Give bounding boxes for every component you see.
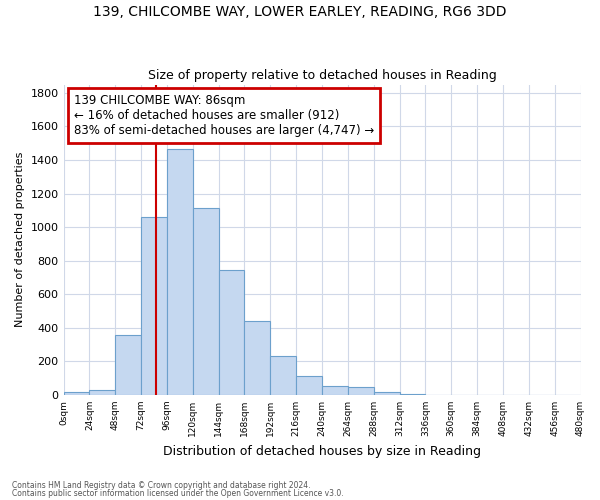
Text: 139 CHILCOMBE WAY: 86sqm
← 16% of detached houses are smaller (912)
83% of semi-: 139 CHILCOMBE WAY: 86sqm ← 16% of detach… [74, 94, 374, 137]
Bar [296, 376, 322, 395]
Bar [244, 321, 271, 395]
Bar [141, 217, 167, 395]
Bar [322, 386, 348, 395]
X-axis label: Distribution of detached houses by size in Reading: Distribution of detached houses by size … [163, 444, 481, 458]
Bar [271, 356, 296, 395]
Bar [374, 392, 400, 395]
Text: Contains public sector information licensed under the Open Government Licence v3: Contains public sector information licen… [12, 488, 344, 498]
Bar [193, 208, 218, 395]
Text: 139, CHILCOMBE WAY, LOWER EARLEY, READING, RG6 3DD: 139, CHILCOMBE WAY, LOWER EARLEY, READIN… [93, 5, 507, 19]
Bar [115, 336, 141, 395]
Title: Size of property relative to detached houses in Reading: Size of property relative to detached ho… [148, 69, 496, 82]
Text: Contains HM Land Registry data © Crown copyright and database right 2024.: Contains HM Land Registry data © Crown c… [12, 481, 311, 490]
Bar [89, 390, 115, 395]
Bar [218, 270, 244, 395]
Bar [348, 386, 374, 395]
Bar [400, 394, 425, 395]
Y-axis label: Number of detached properties: Number of detached properties [15, 152, 25, 328]
Bar [167, 149, 193, 395]
Bar [64, 392, 89, 395]
